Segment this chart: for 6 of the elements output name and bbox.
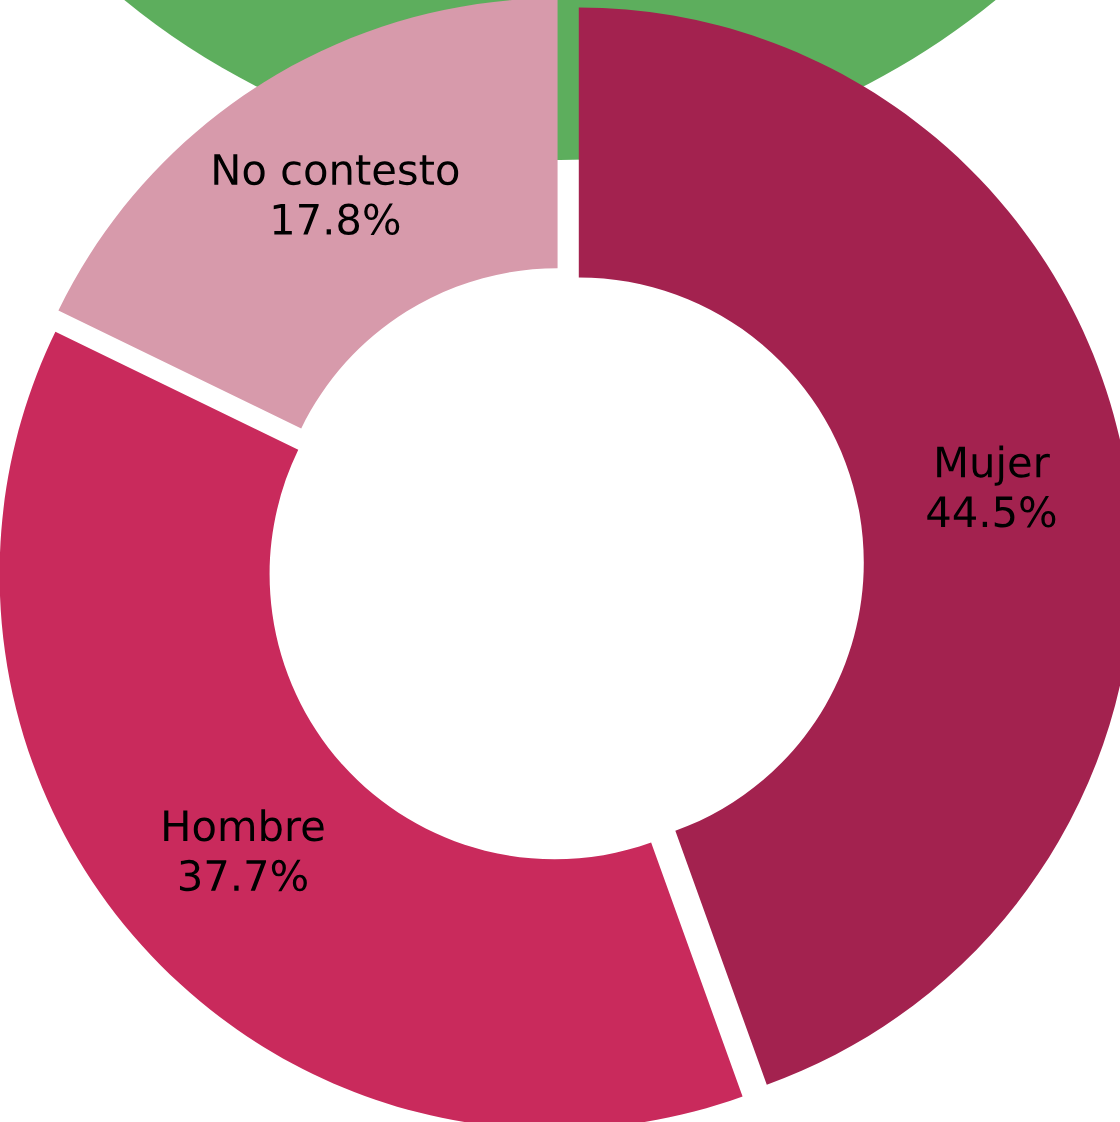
- slice-label: No contesto: [214, 154, 459, 186]
- data-label: 37.7%: [179, 859, 307, 892]
- data-label: 44.5%: [927, 496, 1056, 528]
- slice-label: Mujer: [937, 445, 1050, 486]
- data-label: 17.8%: [273, 203, 400, 236]
- slice-label: Hombre: [164, 809, 324, 842]
